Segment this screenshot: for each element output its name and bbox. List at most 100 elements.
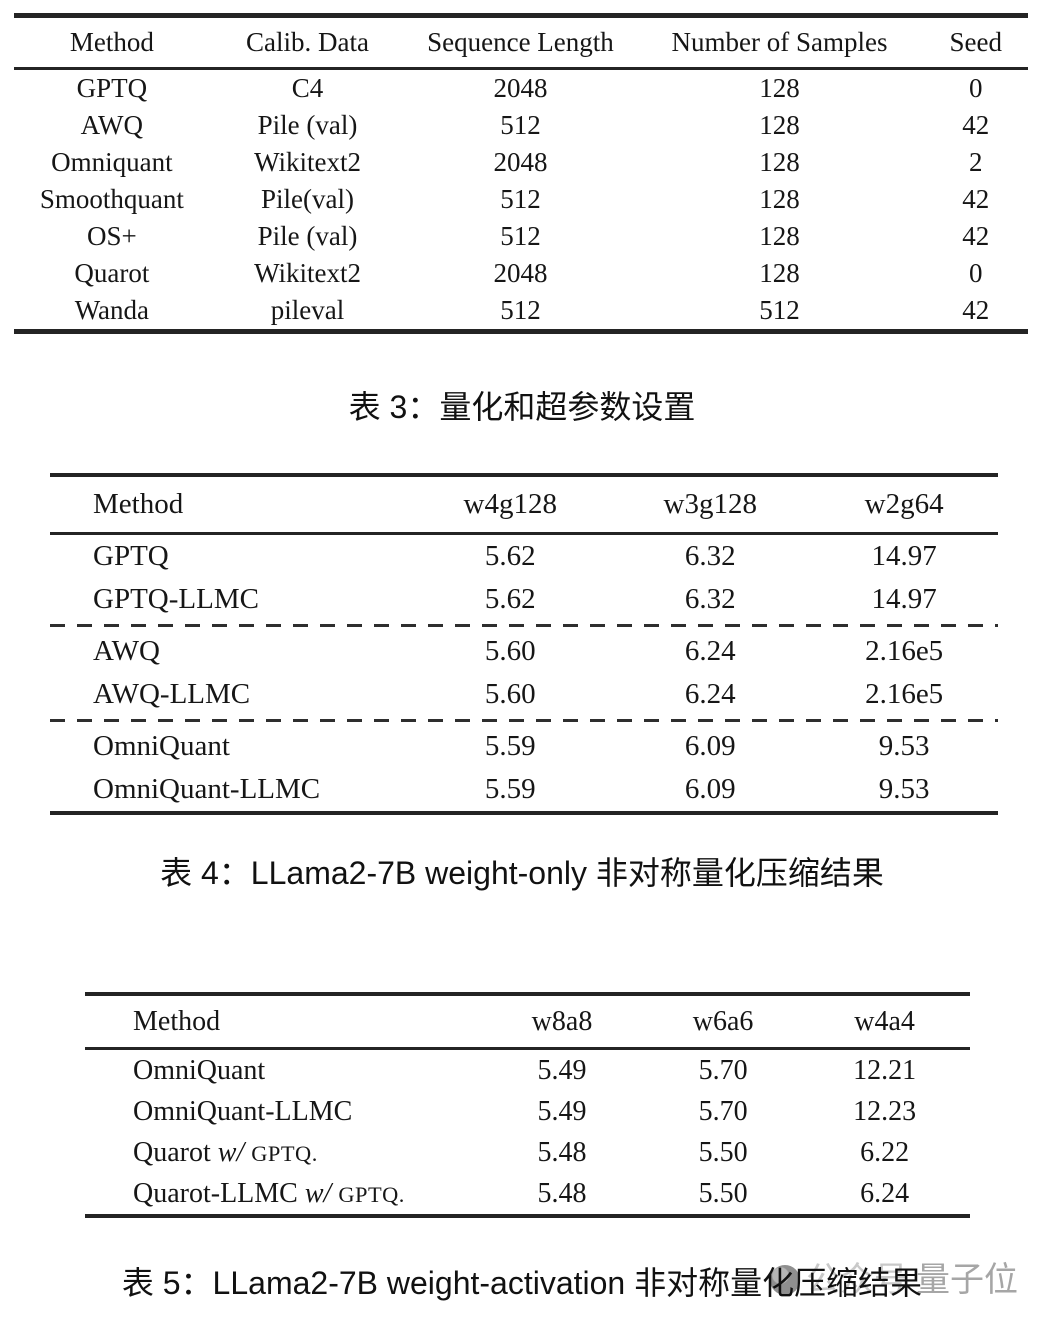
table-row: OS+ Pile (val) 512 128 42 — [14, 218, 1028, 255]
table3-caption: 表 3：量化和超参数设置 — [348, 389, 696, 425]
table-row: AWQ-LLMC 5.60 6.24 2.16e5 — [50, 673, 998, 716]
cell-value: 5.60 — [484, 678, 536, 710]
cell-value: 12.23 — [853, 1095, 917, 1127]
table-row: AWQ 5.60 6.24 2.16e5 — [50, 630, 998, 673]
table3-col-number-of-samples: Number of Samples — [635, 15, 924, 70]
cell-value: 5.50 — [698, 1136, 748, 1168]
cell-seed: 42 — [962, 295, 990, 325]
cell-method: AWQ — [93, 635, 160, 667]
cell-value: 9.53 — [878, 773, 930, 805]
cell-value: 5.48 — [537, 1177, 587, 1209]
cell-value: 6.32 — [684, 540, 736, 572]
cell-value: 5.48 — [537, 1136, 587, 1168]
cell-number-of-samples: 128 — [759, 221, 800, 251]
table5-col-w6a6: w6a6 — [646, 994, 800, 1050]
table-row: Quarot-LLMC w/ GPTQ. 5.48 5.50 6.24 — [85, 1173, 970, 1216]
cell-number-of-samples: 128 — [759, 147, 800, 177]
cell-calib-data: Pile (val) — [257, 221, 358, 251]
cell-value: 5.50 — [698, 1177, 748, 1209]
cell-method: OS+ — [86, 221, 137, 251]
cell-sequence-length: 512 — [500, 295, 541, 325]
cell-number-of-samples: 128 — [759, 73, 800, 103]
cell-seed: 0 — [969, 258, 983, 288]
cell-sequence-length: 2048 — [493, 73, 548, 103]
cell-number-of-samples: 128 — [759, 110, 800, 140]
dashed-rule — [50, 624, 998, 627]
cell-sequence-length: 512 — [500, 110, 541, 140]
table3-col-method: Method — [14, 15, 210, 70]
method-w-slash: w/ — [217, 1136, 245, 1168]
cell-sequence-length: 512 — [500, 221, 541, 251]
cell-seed: 42 — [962, 184, 990, 214]
cell-value: 6.24 — [684, 635, 736, 667]
cell-calib-data: C4 — [291, 73, 324, 103]
cell-value: 2.16e5 — [865, 678, 944, 710]
dashed-divider-row — [50, 621, 998, 630]
watermark-brand: 量子位 — [916, 1261, 1018, 1299]
cell-value: 6.09 — [684, 730, 736, 762]
cell-method: Omniquant — [51, 147, 173, 177]
table-row: Quarot Wikitext2 2048 128 0 — [14, 255, 1028, 292]
cell-sequence-length: 512 — [500, 184, 541, 214]
cell-calib-data: Pile(val) — [261, 184, 355, 214]
cell-value: 5.62 — [484, 540, 536, 572]
table-row: OmniQuant 5.49 5.70 12.21 — [85, 1049, 970, 1092]
method-name: OmniQuant — [133, 1054, 266, 1086]
table-row: OmniQuant-LLMC 5.49 5.70 12.23 — [85, 1091, 970, 1132]
cell-calib-data: Wikitext2 — [254, 258, 361, 288]
method-name: OmniQuant-LLMC — [133, 1095, 353, 1127]
cell-value: 12.21 — [853, 1054, 917, 1086]
cell-value: 14.97 — [871, 540, 937, 572]
table3-col-sequence-length: Sequence Length — [405, 15, 636, 70]
table-row: Quarot w/ GPTQ. 5.48 5.50 6.22 — [85, 1132, 970, 1173]
cell-value: 6.22 — [860, 1136, 910, 1168]
cell-number-of-samples: 512 — [759, 295, 800, 325]
table-row: AWQ Pile (val) 512 128 42 — [14, 107, 1028, 144]
table3-col-seed: Seed — [923, 15, 1028, 70]
cell-value: 9.53 — [878, 730, 930, 762]
cell-value: 6.24 — [684, 678, 736, 710]
table4-caption: 表 4：LLama2-7B weight-only 非对称量化压缩结果 — [160, 855, 884, 891]
table4-weight-only-results: Method w4g128 w3g128 w2g64 GPTQ 5.62 6.3… — [50, 473, 998, 815]
table5-col-w8a8: w8a8 — [477, 994, 647, 1050]
cell-value: 14.97 — [871, 583, 937, 615]
table-row: Smoothquant Pile(val) 512 128 42 — [14, 181, 1028, 218]
method-name: Quarot-LLMC — [133, 1177, 298, 1209]
table3: Method Calib. Data Sequence Length Numbe… — [14, 13, 1028, 334]
cell-seed: 42 — [962, 110, 990, 140]
cell-method: OmniQuant-LLMC — [85, 1091, 477, 1132]
table5-caption: 表 5：LLama2-7B weight-activation 非对称量化压缩结… — [121, 1265, 923, 1301]
cell-method: OmniQuant — [93, 730, 230, 762]
method-gptq-suffix: GPTQ. — [338, 1181, 405, 1207]
cell-method: GPTQ — [76, 73, 148, 103]
table-row: Omniquant Wikitext2 2048 128 2 — [14, 144, 1028, 181]
table-row: OmniQuant-LLMC 5.59 6.09 9.53 — [50, 768, 998, 813]
cell-method: OmniQuant — [85, 1049, 477, 1092]
table5: Method w8a8 w6a6 w4a4 OmniQuant 5.49 5.7… — [85, 992, 970, 1218]
cell-seed: 2 — [969, 147, 983, 177]
cell-method: Quarot — [74, 258, 150, 288]
cell-seed: 0 — [969, 73, 983, 103]
cell-calib-data: Wikitext2 — [254, 147, 361, 177]
table-row: GPTQ 5.62 6.32 14.97 — [50, 534, 998, 579]
cell-calib-data: Pile (val) — [257, 110, 358, 140]
cell-value: 5.62 — [484, 583, 536, 615]
cell-method: AWQ-LLMC — [93, 678, 251, 710]
table4-col-w2g64: w2g64 — [810, 475, 998, 535]
cell-method: OmniQuant-LLMC — [93, 773, 321, 805]
cell-method: Quarot-LLMC w/ GPTQ. — [85, 1173, 477, 1216]
table5-header-row: Method w8a8 w6a6 w4a4 — [85, 994, 970, 1050]
cell-seed: 42 — [962, 221, 990, 251]
table4-col-method: Method — [50, 475, 411, 535]
table3-quant-hyperparam-settings: Method Calib. Data Sequence Length Numbe… — [14, 13, 1028, 334]
cell-value: 5.60 — [484, 635, 536, 667]
table-row: GPTQ-LLMC 5.62 6.32 14.97 — [50, 578, 998, 621]
cell-method: Quarot w/ GPTQ. — [85, 1132, 477, 1173]
cell-value: 2.16e5 — [865, 635, 944, 667]
cell-calib-data: pileval — [270, 295, 345, 325]
table4-col-w4g128: w4g128 — [410, 475, 611, 535]
cell-value: 6.09 — [684, 773, 736, 805]
cell-method: GPTQ — [93, 540, 169, 572]
cell-method: Wanda — [74, 295, 149, 325]
cell-number-of-samples: 128 — [759, 184, 800, 214]
